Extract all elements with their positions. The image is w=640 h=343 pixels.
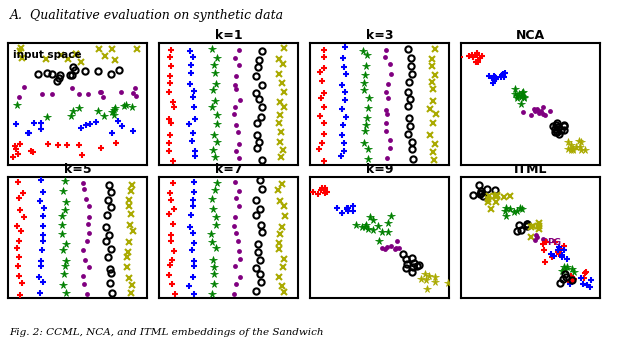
Text: A.  Qualitative evaluation on synthetic data: A. Qualitative evaluation on synthetic d… bbox=[10, 9, 284, 22]
Title: k=3: k=3 bbox=[366, 29, 393, 43]
Title: k=5: k=5 bbox=[63, 163, 92, 176]
Title: NCA: NCA bbox=[516, 29, 545, 43]
Text: input space: input space bbox=[13, 50, 82, 60]
Title: k=9: k=9 bbox=[366, 163, 393, 176]
Text: PG: PG bbox=[547, 238, 561, 247]
Title: k=1: k=1 bbox=[214, 29, 243, 43]
Title: ITML: ITML bbox=[514, 163, 547, 176]
Text: Fig. 2: CCML, NCA, and ITML embeddings of the Sandwich: Fig. 2: CCML, NCA, and ITML embeddings o… bbox=[10, 328, 324, 337]
Title: k=7: k=7 bbox=[214, 163, 243, 176]
